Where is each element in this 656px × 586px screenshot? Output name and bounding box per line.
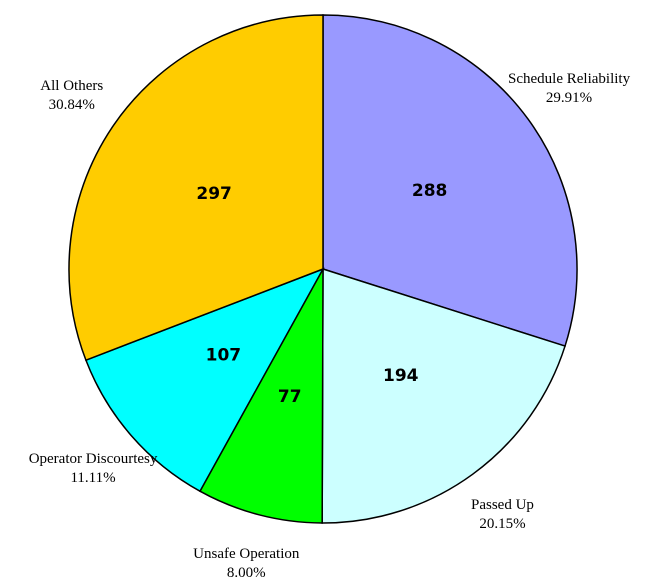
slice-label: All Others 30.84% bbox=[7, 77, 137, 115]
slice-value-label: 288 bbox=[412, 181, 448, 201]
slice-value-label: 297 bbox=[196, 184, 232, 204]
percent-label: 30.84% bbox=[48, 97, 95, 114]
slice-label: Operator Discourtesy 11.11% bbox=[28, 450, 158, 488]
pie-slice bbox=[84, 267, 325, 493]
slice-value-label: 194 bbox=[383, 366, 419, 386]
percent-label: 20.15% bbox=[479, 516, 526, 533]
slice-label: Schedule Reliability 29.91% bbox=[504, 70, 634, 108]
category-label: Operator Discourtesy bbox=[28, 451, 158, 468]
percent-label: 8.00% bbox=[226, 564, 266, 581]
category-label: All Others bbox=[40, 78, 104, 95]
slice-value-label: 77 bbox=[278, 387, 302, 407]
slice-value-label: 107 bbox=[206, 346, 242, 366]
percent-label: 29.91% bbox=[545, 90, 593, 107]
pie-slice bbox=[321, 267, 566, 524]
percent-label: 11.11% bbox=[70, 470, 116, 487]
slice-label: Unsafe Operation 8.00% bbox=[181, 545, 311, 583]
slice-label: Passed Up 20.15% bbox=[437, 496, 567, 534]
pie-slice bbox=[198, 268, 324, 524]
pie-slice bbox=[322, 14, 578, 348]
pie-slice bbox=[68, 14, 324, 362]
category-label: Schedule Reliability bbox=[508, 71, 631, 88]
category-label: Passed Up bbox=[471, 497, 534, 514]
category-label: Unsafe Operation bbox=[193, 545, 300, 562]
